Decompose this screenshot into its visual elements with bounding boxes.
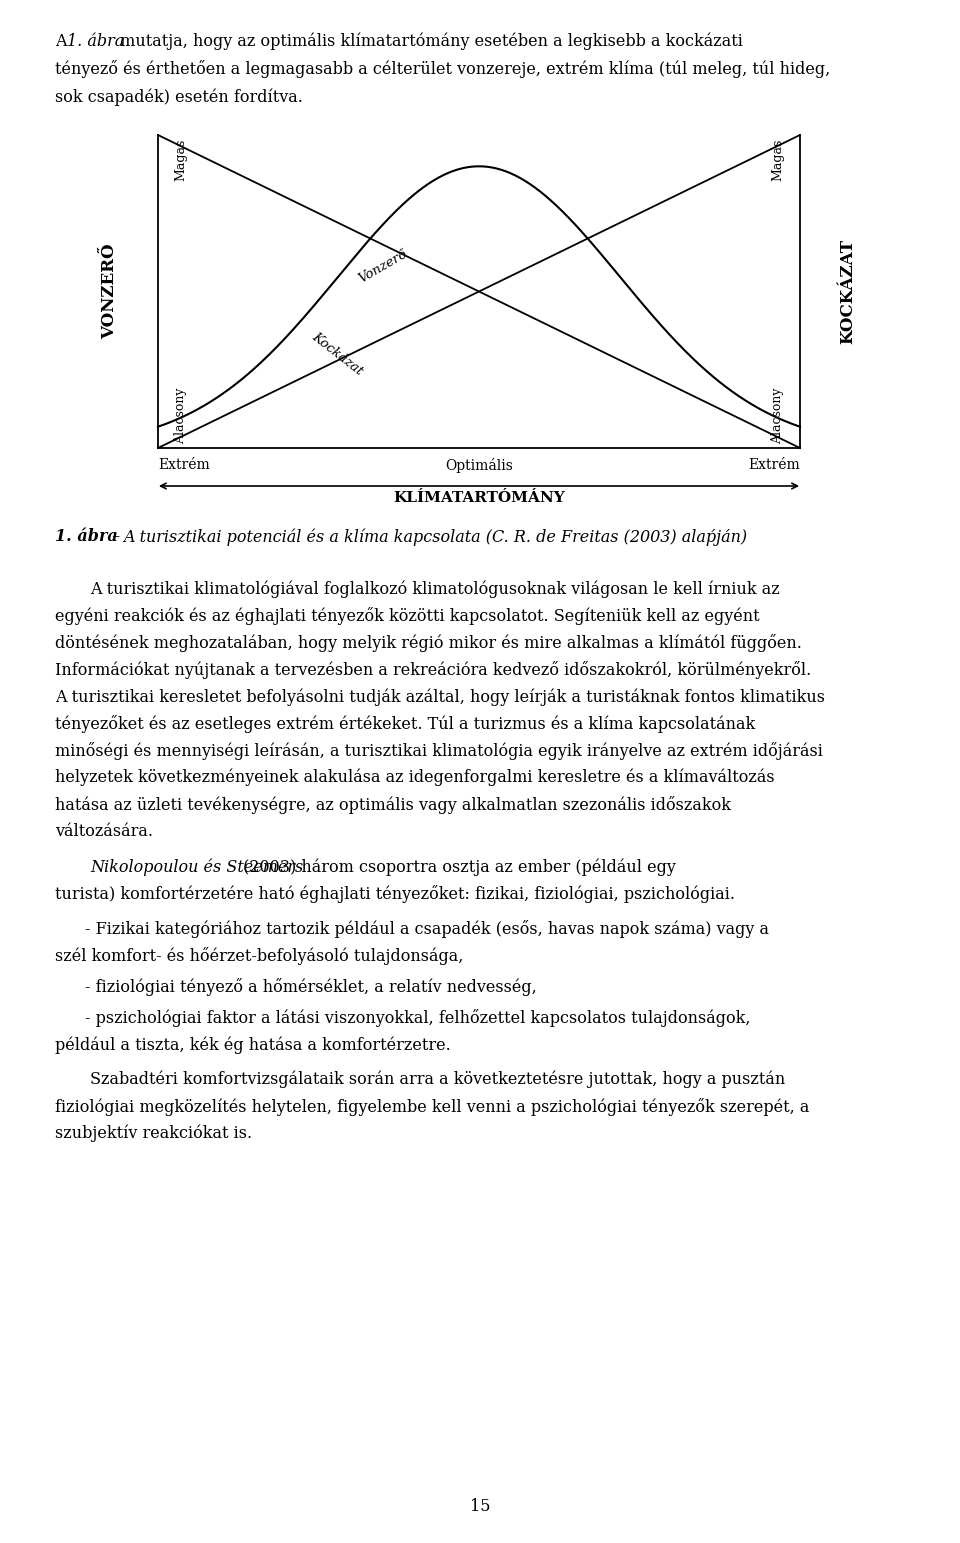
- Text: Extrém: Extrém: [748, 458, 800, 472]
- Text: hatása az üzleti tevékenységre, az optimális vagy alkalmatlan szezonális időszak: hatása az üzleti tevékenységre, az optim…: [55, 796, 731, 815]
- Text: VONZERŐ: VONZERŐ: [102, 244, 118, 339]
- Text: A: A: [55, 32, 72, 49]
- Text: - Fizikai kategóriához tartozik például a csapadék (esős, havas napok száma) vag: - Fizikai kategóriához tartozik például …: [85, 920, 769, 938]
- Text: Nikolopoulou és Steemers: Nikolopoulou és Steemers: [90, 858, 303, 875]
- Text: változására.: változására.: [55, 822, 153, 839]
- Text: Magas: Magas: [771, 139, 784, 182]
- Text: Információkat nyújtanak a tervezésben a rekreációra kedvező időszakokról, körülm: Információkat nyújtanak a tervezésben a …: [55, 660, 811, 679]
- Text: turista) komfortérzetére ható éghajlati tényezőket: fizikai, fiziológiai, pszich: turista) komfortérzetére ható éghajlati …: [55, 886, 735, 903]
- Text: Kockázat: Kockázat: [310, 330, 366, 378]
- Text: például a tiszta, kék ég hatása a komfortérzetre.: például a tiszta, kék ég hatása a komfor…: [55, 1035, 451, 1054]
- Text: döntésének meghozatalában, hogy melyik régió mikor és mire alkalmas a klímától f: döntésének meghozatalában, hogy melyik r…: [55, 634, 802, 653]
- Text: Vonzerő: Vonzerő: [356, 247, 409, 285]
- Text: 1. ábra: 1. ábra: [67, 32, 124, 49]
- Text: minőségi és mennyiségi leírásán, a turisztikai klimatológia egyik irányelve az e: minőségi és mennyiségi leírásán, a turis…: [55, 742, 823, 761]
- Text: A turisztikai potenciál és a klíma kapcsolata (C. R. de Freitas (2003) alaṕján: A turisztikai potenciál és a klíma kapcs…: [123, 528, 747, 546]
- Text: KOCKÁZAT: KOCKÁZAT: [839, 239, 856, 344]
- Text: fiziológiai megközelítés helytelen, figyelembe kell venni a pszichológiai tényez: fiziológiai megközelítés helytelen, figy…: [55, 1099, 809, 1116]
- Text: Szabadtéri komfortvizsgálataik során arra a következtetésre jutottak, hogy a pus: Szabadtéri komfortvizsgálataik során arr…: [90, 1071, 785, 1088]
- Text: KLÍMATARTÓMÁNY: KLÍMATARTÓMÁNY: [394, 491, 564, 505]
- Text: sok csapadék) esetén fordítva.: sok csapadék) esetén fordítva.: [55, 88, 302, 105]
- Text: A turisztikai keresletet befolyásolni tudják azáltal, hogy leírják a turistáknak: A turisztikai keresletet befolyásolni tu…: [55, 688, 825, 705]
- Text: Extrém: Extrém: [158, 458, 209, 472]
- Text: 15: 15: [469, 1498, 491, 1515]
- Text: szubjektív reakciókat is.: szubjektív reakciókat is.: [55, 1125, 252, 1142]
- Text: szél komfort- és hőérzet-befolyásoló tulajdonsága,: szél komfort- és hőérzet-befolyásoló tul…: [55, 947, 464, 964]
- Text: - fiziológiai tényező a hőmérséklet, a relatív nedvesség,: - fiziológiai tényező a hőmérséklet, a r…: [85, 978, 537, 995]
- Text: mutatja, hogy az optimális klímatartómány esetében a legkisebb a kockázati: mutatja, hogy az optimális klímatartómán…: [115, 32, 743, 51]
- Text: tényezőket és az esetleges extrém értékeket. Túl a turizmus és a klíma kapcsolat: tényezőket és az esetleges extrém értéke…: [55, 714, 756, 733]
- Text: (2003) három csoportra osztja az ember (például egy: (2003) három csoportra osztja az ember (…: [238, 858, 676, 875]
- Text: –: –: [107, 528, 125, 545]
- Text: A turisztikai klimatológiával foglalkozó klimatológusoknak világosan le kell írn: A turisztikai klimatológiával foglalkozó…: [90, 580, 780, 597]
- Text: Optimális: Optimális: [445, 458, 513, 474]
- Text: Alacsony: Alacsony: [771, 387, 784, 444]
- Text: tényező és érthetően a legmagasabb a célterület vonzereje, extrém klíma (túl mel: tényező és érthetően a legmagasabb a cél…: [55, 60, 830, 79]
- Text: egyéni reakciók és az éghajlati tényezők közötti kapcsolatot. Segíteniük kell az: egyéni reakciók és az éghajlati tényezők…: [55, 606, 759, 625]
- Text: 1. ábra: 1. ábra: [55, 528, 118, 545]
- Text: helyzetek következményeinek alakulása az idegenforgalmi keresletre és a klímavál: helyzetek következményeinek alakulása az…: [55, 768, 775, 787]
- Text: - pszichológiai faktor a látási viszonyokkal, felhőzettel kapcsolatos tulajdonsá: - pszichológiai faktor a látási viszonyo…: [85, 1009, 751, 1028]
- Text: Magas: Magas: [174, 139, 187, 182]
- Text: Alacsony: Alacsony: [174, 387, 187, 444]
